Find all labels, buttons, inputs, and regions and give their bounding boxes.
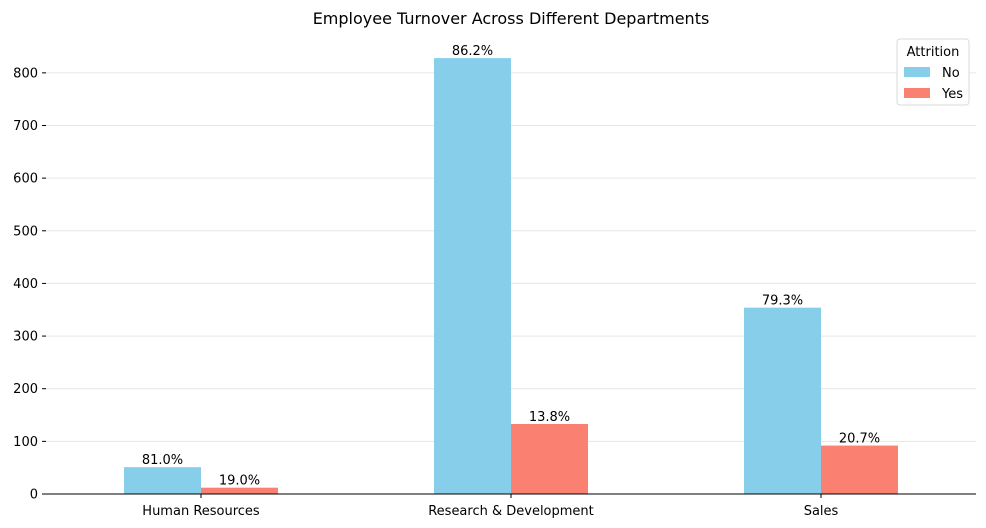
- legend-swatch-no: [904, 67, 930, 77]
- x-tick-label: Human Resources: [142, 504, 260, 519]
- bar-data-label: 79.3%: [762, 294, 803, 309]
- bar-data-label: 19.0%: [219, 474, 260, 489]
- bar-yes: [201, 487, 278, 494]
- y-tick-label: 400: [13, 277, 38, 292]
- axes-layer: 0 100 200 300 400 500 600 700 800 Human Resources…: [13, 66, 976, 519]
- y-tick-label: 300: [13, 330, 38, 345]
- y-tick-label: 800: [13, 66, 38, 81]
- bar-data-label: 13.8%: [529, 410, 570, 425]
- y-tick-label: 600: [13, 172, 38, 187]
- y-tick-label: 100: [13, 435, 38, 450]
- bar-no: [434, 58, 511, 494]
- y-tick-label: 0: [30, 488, 38, 503]
- bar-data-label: 20.7%: [839, 432, 880, 447]
- legend-swatch-yes: [904, 88, 930, 98]
- x-tick-label: Sales: [804, 504, 839, 519]
- bars-layer: [124, 58, 898, 494]
- y-tick-label: 200: [13, 382, 38, 397]
- y-tick-label: 700: [13, 119, 38, 134]
- bar-no: [124, 467, 201, 494]
- bar-data-label: 86.2%: [452, 44, 493, 59]
- legend-label-yes: Yes: [941, 87, 963, 102]
- legend: Attrition No Yes: [896, 38, 970, 106]
- bar-no: [744, 307, 821, 494]
- bar-yes: [821, 445, 898, 494]
- bar-yes: [511, 423, 588, 494]
- legend-label-no: No: [942, 66, 960, 81]
- y-tick-label: 500: [13, 224, 38, 239]
- bar-labels-layer: 81.0% 19.0% 86.2% 13.8% 79.3% 20.7%: [142, 44, 880, 489]
- chart-title: Employee Turnover Across Different Depar…: [313, 9, 710, 28]
- x-tick-label: Research & Development: [428, 504, 594, 519]
- legend-title: Attrition: [907, 45, 960, 60]
- bar-data-label: 81.0%: [142, 453, 183, 468]
